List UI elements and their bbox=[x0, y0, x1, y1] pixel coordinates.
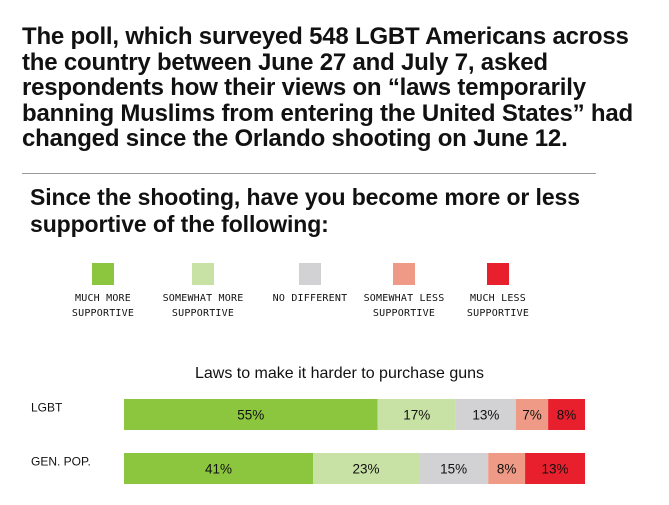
bar-segment bbox=[455, 399, 516, 430]
bar-segment bbox=[313, 453, 420, 484]
legend-label-somewhat-less: SOMEWHAT LESS SUPPORTIVE bbox=[363, 293, 445, 319]
bar-segment bbox=[515, 399, 549, 430]
bar-segment-label: 8% bbox=[497, 462, 517, 477]
legend-label-much-less: MUCH LESS SUPPORTIVE bbox=[466, 293, 530, 319]
bar-segment bbox=[488, 453, 526, 484]
bar-segment-label: 55% bbox=[237, 408, 264, 423]
legend-swatch-somewhat-less bbox=[393, 263, 415, 285]
legend-label-somewhat-more: SOMEWHAT MORE SUPPORTIVE bbox=[162, 293, 244, 319]
legend-swatch-no-different bbox=[299, 263, 321, 285]
divider bbox=[22, 173, 596, 174]
bar-segment-label: 15% bbox=[440, 462, 467, 477]
bar-segment-label: 41% bbox=[205, 462, 232, 477]
stacked-bar-chart: LGBT 55% 17% 13% 7% 8% GEN. POP. 41% 23% 15% 8% 13% bbox=[31, 399, 585, 484]
legend-swatch-much-more bbox=[92, 263, 114, 285]
bar-segment-label: 17% bbox=[403, 408, 430, 423]
bar-segment bbox=[419, 453, 489, 484]
survey-question: Since the shooting, have you become more… bbox=[30, 184, 580, 237]
bar-segment bbox=[377, 399, 456, 430]
bar-segment-label: 13% bbox=[542, 462, 569, 477]
legend-swatch-much-less bbox=[487, 263, 509, 285]
legend-label-much-more: MUCH MORE SUPPORTIVE bbox=[71, 293, 135, 319]
bar-segment bbox=[124, 453, 314, 484]
chart-title: Laws to make it harder to purchase guns bbox=[194, 365, 485, 382]
bar-segment-label: 23% bbox=[353, 462, 380, 477]
bar-segment bbox=[124, 399, 378, 430]
row-label: LGBT bbox=[31, 401, 63, 415]
bar-segment bbox=[548, 399, 585, 430]
legend-swatch-somewhat-more bbox=[192, 263, 214, 285]
bar-segment-label: 13% bbox=[472, 408, 499, 423]
bar-segment-label: 7% bbox=[522, 408, 542, 423]
bar-segment-label: 8% bbox=[557, 408, 577, 423]
legend-label-no-different: NO DIFFERENT bbox=[272, 293, 348, 304]
row-label: GEN. POP. bbox=[31, 455, 91, 469]
intro-paragraph: The poll, which surveyed 548 LGBT Americ… bbox=[22, 23, 633, 152]
bar-segment bbox=[525, 453, 585, 484]
